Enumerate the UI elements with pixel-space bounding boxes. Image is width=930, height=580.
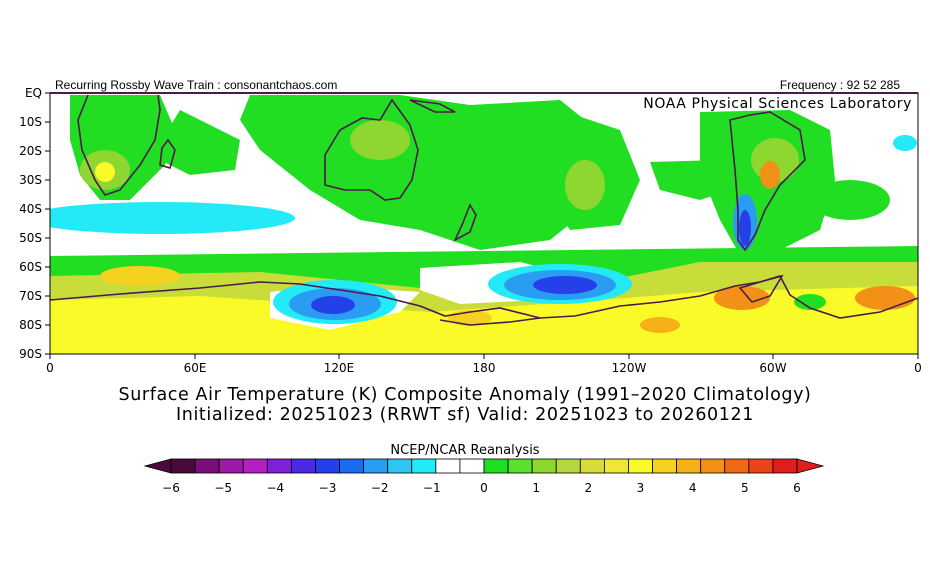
y-tick-label: 80S [19, 318, 42, 332]
x-tick-label: 60E [184, 361, 207, 375]
x-tick-label: 0 [46, 361, 54, 375]
title-line-1: Surface Air Temperature (K) Composite An… [118, 385, 812, 405]
colorbar-label: −6 [162, 481, 180, 495]
colorbar-cell [531, 458, 557, 474]
hot-spot-2 [714, 286, 770, 310]
anomaly-map: EQ 10S 20S 30S 40S 50S 60S 70S 80S 90S 0… [19, 86, 922, 375]
new-zealand-coast [453, 203, 477, 242]
x-axis: 0 60E 120E 180 120W 60W 0 [46, 354, 922, 375]
colorbar-label: 1 [532, 481, 540, 495]
orange-s-america [760, 161, 780, 189]
colorbar-cell [772, 458, 798, 474]
new-guinea-coast [409, 99, 456, 113]
colorbar-cell [652, 458, 678, 474]
hot-spot-3 [855, 286, 915, 310]
colorbar-cell [483, 458, 509, 474]
y-tick-label: 50S [19, 231, 42, 245]
colorbar-cell [339, 458, 365, 474]
green-patch-south-atlantic [810, 180, 890, 220]
title-line-2: Initialized: 20251023 (RRWT sf) Valid: 2… [176, 405, 754, 425]
green-australia [240, 95, 610, 250]
coastlines [50, 94, 918, 326]
south-america-coast [729, 111, 806, 252]
x-tick-label: 120W [612, 361, 647, 375]
data-source-label: NCEP/NCAR Reanalysis [390, 443, 540, 458]
colorbar-cell [507, 458, 533, 474]
colorbar-left-arrow [143, 458, 172, 474]
cold-deep-a [311, 296, 355, 314]
x-tick-label: 60W [759, 361, 786, 375]
cold-cyan-d [893, 135, 917, 151]
colorbar-label: 6 [793, 481, 801, 495]
colorbar-label: 4 [689, 481, 697, 495]
colorbar-label: −2 [371, 481, 389, 495]
x-tick-label: 180 [473, 361, 496, 375]
colorbar-label: −4 [266, 481, 284, 495]
colorbar-cell [700, 458, 726, 474]
colorbar-cell [266, 458, 292, 474]
lab-label: NOAA Physical Sciences Laboratory [643, 96, 912, 112]
y-tick-label: 20S [19, 144, 42, 158]
colorbar-cell [459, 458, 485, 474]
y-tick-label: 60S [19, 260, 42, 274]
colorbar-labels: −6 −5 −4 −3 −2 −1 0 1 2 3 4 5 6 [162, 481, 801, 495]
light-green-australia [350, 120, 410, 160]
colorbar-label: 2 [585, 481, 593, 495]
colorbar-label: 3 [637, 481, 645, 495]
hot-spot-4 [640, 317, 680, 333]
colorbar-cell [579, 458, 605, 474]
header-right-text: Frequency : 92 52 285 [779, 78, 900, 92]
antarctica-coast [50, 275, 918, 319]
colorbar-cell [363, 458, 389, 474]
colorbar-cell [555, 458, 581, 474]
x-tick-label: 120E [324, 361, 355, 375]
africa-coast [77, 94, 161, 196]
hot-spot-1 [100, 266, 180, 286]
colorbar-cell [194, 458, 220, 474]
x-tick-label: 0 [914, 361, 922, 375]
y-tick-label: 90S [19, 347, 42, 361]
colorbar-label: −3 [319, 481, 337, 495]
header-left-text: Recurring Rossby Wave Train : consonantc… [55, 78, 338, 92]
colorbar-cell [387, 458, 413, 474]
colorbar-cell [628, 458, 653, 474]
colorbar-cell [218, 458, 244, 474]
cold-patagonia-deep [739, 210, 751, 246]
y-tick-label: 70S [19, 289, 42, 303]
green-s-pacific [650, 160, 730, 200]
colorbar-cell [724, 458, 750, 474]
yellow-africa [95, 162, 115, 182]
colorbar-cell [242, 458, 268, 474]
colorbar-label: 0 [480, 481, 488, 495]
cold-cyan-c [50, 202, 295, 234]
antarctic-peninsula [738, 274, 784, 303]
colorbar-cell [748, 458, 774, 474]
colorbar-right-arrow [796, 458, 825, 474]
y-tick-label: 40S [19, 202, 42, 216]
colorbar-cells [170, 458, 798, 474]
madagascar-coast [159, 138, 176, 170]
y-tick-label: 30S [19, 173, 42, 187]
light-green-pacific [565, 160, 605, 210]
colorbar-label: 5 [741, 481, 749, 495]
ross-ice-edge [439, 317, 541, 326]
colorbar-cell [676, 458, 702, 474]
colorbar-cell [315, 458, 340, 474]
colorbar-cell [411, 458, 437, 474]
colorbar-cell [170, 458, 196, 474]
green-india-ocean [160, 110, 240, 175]
cold-deep-b [533, 276, 597, 294]
green-patch-ross [794, 294, 826, 310]
y-axis: EQ 10S 20S 30S 40S 50S 60S 70S 80S 90S [19, 86, 50, 361]
australia-coast [324, 98, 419, 201]
y-tick-label: EQ [25, 86, 42, 100]
colorbar-label: −1 [423, 481, 441, 495]
colorbar-label: −5 [214, 481, 232, 495]
colorbar-cell [603, 458, 629, 474]
anomaly-fields [50, 94, 918, 354]
y-tick-label: 10S [19, 115, 42, 129]
colorbar-cell [290, 458, 316, 474]
colorbar-cell [435, 458, 461, 474]
